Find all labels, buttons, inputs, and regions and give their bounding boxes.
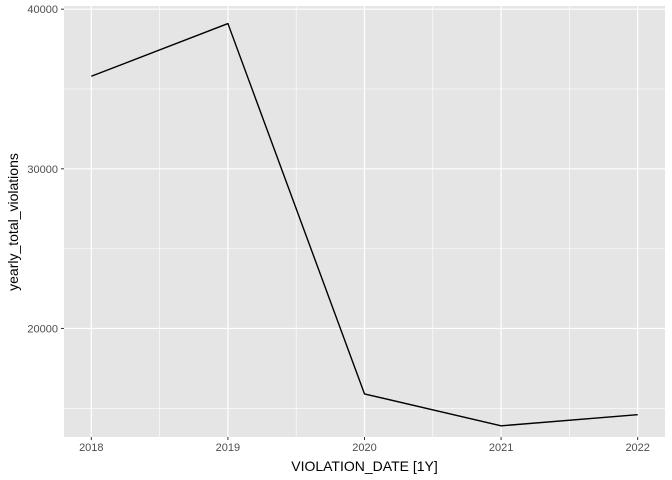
x-tick-label: 2019: [216, 442, 240, 454]
y-tick-label: 30000: [27, 164, 58, 176]
x-tick-label: 2020: [352, 442, 376, 454]
x-tick-label: 2021: [489, 442, 513, 454]
x-tick-label: 2022: [625, 442, 649, 454]
x-axis: 2018 2019 2020 2021 2022: [79, 437, 650, 454]
y-axis: 20000 30000 40000: [27, 4, 64, 335]
major-gridlines: [64, 6, 665, 437]
y-tick-label: 20000: [27, 323, 58, 335]
series-layer: [91, 22, 638, 427]
y-axis-title: yearly_total_violations: [5, 153, 21, 291]
y-tick-label: 40000: [27, 4, 58, 16]
series-line: [91, 22, 638, 427]
x-tick-label: 2018: [79, 442, 103, 454]
x-axis-title: VIOLATION_DATE [1Y]: [291, 458, 438, 474]
